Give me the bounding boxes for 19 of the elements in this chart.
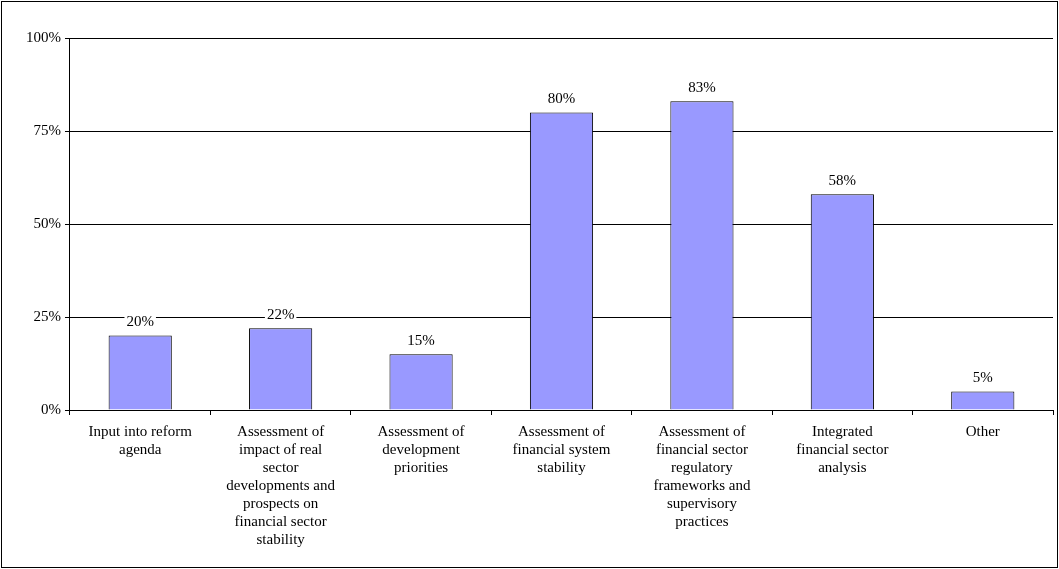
y-tick-label: 75% <box>33 121 61 138</box>
y-tick-label: 0% <box>41 400 61 417</box>
data-label: 5% <box>972 368 993 385</box>
data-label: 20% <box>126 313 154 330</box>
data-label: 22% <box>266 305 295 322</box>
data-label: 58% <box>828 171 857 188</box>
x-tick-label: Assessment of development priorities <box>377 422 465 475</box>
data-label: 83% <box>688 78 716 95</box>
x-tick-label: Assessment of impact of real sector developments and prospects on financial sector stability <box>226 422 336 547</box>
x-tick-label: Integrated financial sector analysis <box>796 422 889 475</box>
y-tick-label: 25% <box>33 307 61 324</box>
y-tick-label: 100% <box>26 28 61 45</box>
x-tick-label: Assessment of financial sector regulatory frameworks and supervisory practices <box>653 422 751 529</box>
x-tick-label: Input into reform agenda <box>88 422 193 457</box>
data-label: 80% <box>547 89 576 106</box>
data-label: 15% <box>407 331 435 348</box>
x-tick-label: Assessment of financial system stability <box>512 422 611 475</box>
x-tick-label: Other <box>965 422 1000 439</box>
y-tick-label: 50% <box>33 214 61 231</box>
